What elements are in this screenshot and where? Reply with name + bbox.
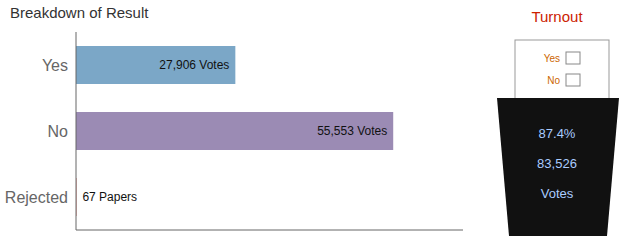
svg-text:67 Papers: 67 Papers (82, 190, 137, 204)
svg-text:Votes: Votes (541, 186, 574, 201)
svg-text:Rejected: Rejected (8, 189, 68, 206)
svg-text:27,906 Votes: 27,906 Votes (159, 58, 229, 72)
svg-text:87.4%: 87.4% (539, 126, 576, 141)
html-text:Breakdown of Result: Breakdown of Result (10, 4, 149, 21)
svg-text:83,526: 83,526 (537, 156, 577, 171)
svg-text:Yes: Yes (42, 57, 68, 74)
svg-text:55,553 Votes: 55,553 Votes (317, 124, 387, 138)
svg-text:Yes: Yes (544, 53, 560, 64)
svg-text:No: No (48, 123, 69, 140)
svg-text:Turnout: Turnout (531, 8, 583, 25)
svg-text:No: No (547, 75, 560, 86)
